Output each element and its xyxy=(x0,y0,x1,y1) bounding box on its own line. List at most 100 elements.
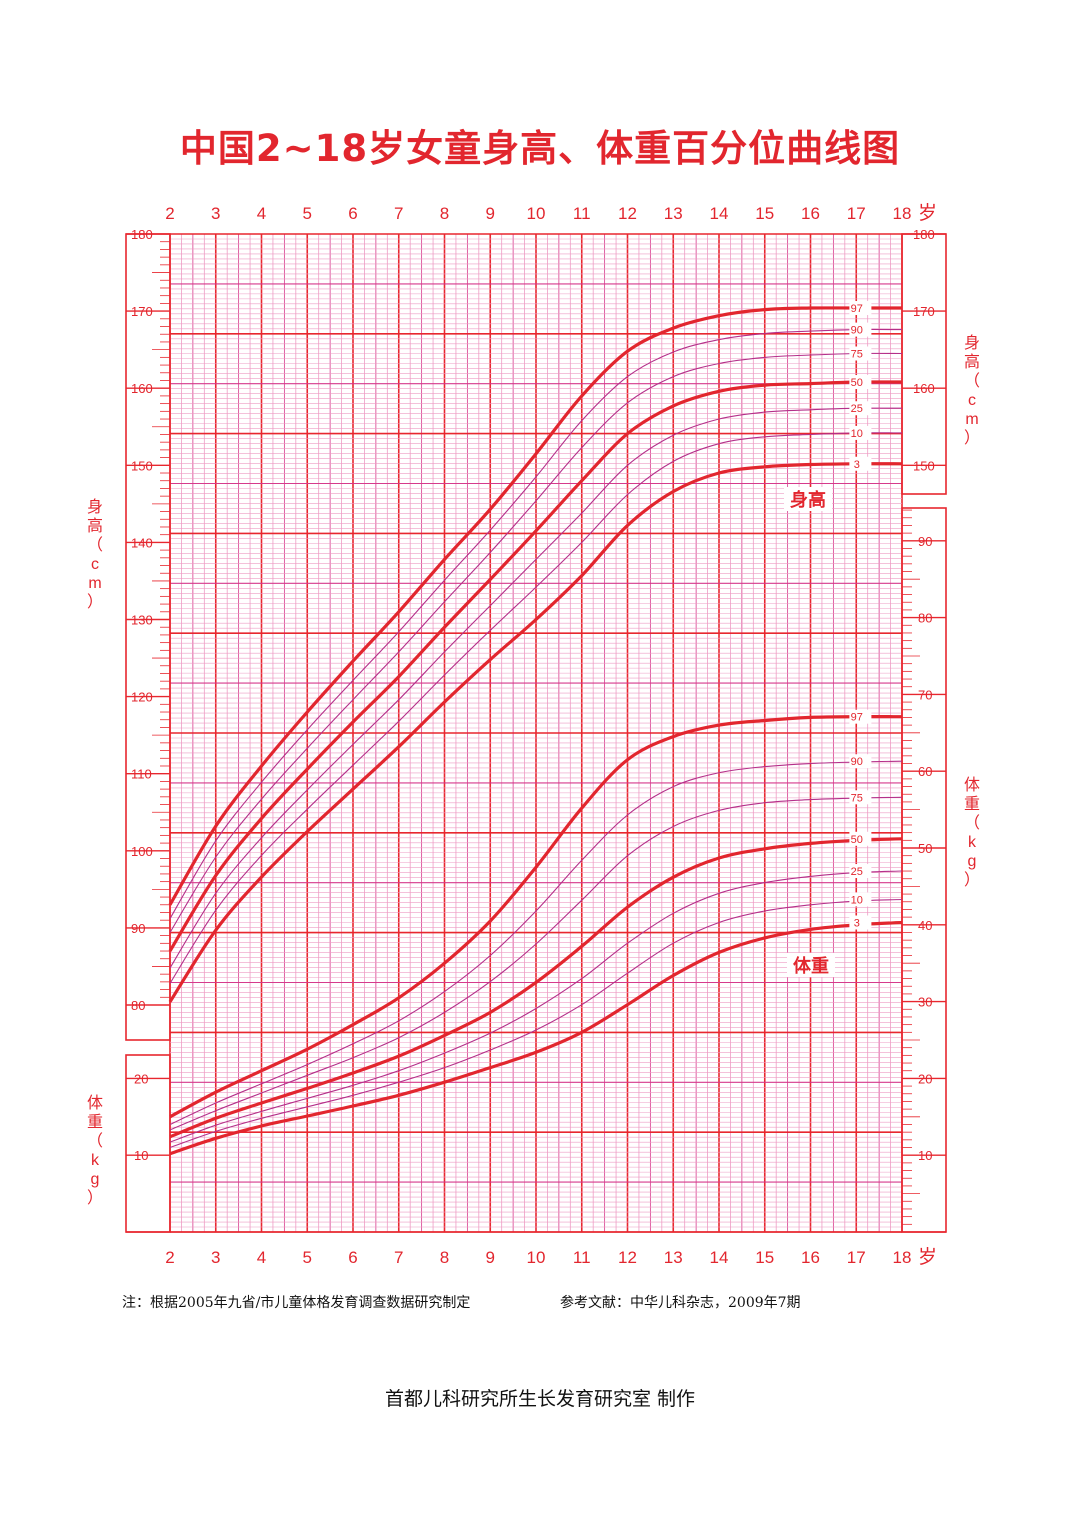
x-tick-label-bottom: 10 xyxy=(527,1248,546,1267)
weight-tick-label-left: 20 xyxy=(134,1071,148,1086)
x-tick-label-top: 15 xyxy=(755,204,774,223)
percentile-label-bg xyxy=(849,301,872,316)
percentile-label-bg xyxy=(849,864,872,879)
x-tick-label-bottom: 17 xyxy=(847,1248,866,1267)
x-tick-label-bottom: 5 xyxy=(303,1248,312,1267)
height-percentile-label: 10 xyxy=(851,428,863,440)
x-tick-label-top: 16 xyxy=(801,204,820,223)
percentile-label-bg xyxy=(849,790,872,805)
height-percentile-label: 25 xyxy=(851,403,863,415)
height-curve-p10 xyxy=(169,432,903,984)
x-tick-label-bottom: 18 xyxy=(893,1248,912,1267)
x-tick-label-bottom: 9 xyxy=(486,1248,495,1267)
x-tick-label-top: 13 xyxy=(664,204,683,223)
x-tick-label-bottom: 4 xyxy=(257,1248,266,1267)
right-height-box xyxy=(901,233,947,495)
page-title: 中国2~18岁女童身高、体重百分位曲线图 xyxy=(179,127,901,170)
x-tick-label-top: 10 xyxy=(527,204,546,223)
weight-percentile-label: 75 xyxy=(851,792,863,804)
x-tick-label-top: 9 xyxy=(486,204,495,223)
percentile-label-bg xyxy=(849,401,872,416)
height-curve-p90 xyxy=(169,328,903,919)
height-tick-label-left: 90 xyxy=(131,921,145,936)
x-tick-label-bottom: 2 xyxy=(165,1248,174,1267)
weight-curve-p75 xyxy=(169,796,903,1131)
x-tick-label-top: 3 xyxy=(211,204,220,223)
weight-axis-label-right: 体重（ k g） xyxy=(964,776,980,889)
height-tick-label-left: 160 xyxy=(131,381,153,396)
percentile-label-bg xyxy=(849,322,872,337)
height-percentile-label: 90 xyxy=(851,325,863,337)
weight-tick-label-right: 50 xyxy=(918,841,932,856)
weight-curve-label: 体重 xyxy=(793,955,829,976)
x-tick-label-bottom: 15 xyxy=(755,1248,774,1267)
weight-tick-label-right: 10 xyxy=(918,1148,932,1163)
weight-tick-label-right: 80 xyxy=(918,611,932,626)
percentile-label-bg xyxy=(849,915,872,930)
height-tick-label-right: 150 xyxy=(913,458,935,473)
weight-percentile-label: 10 xyxy=(851,894,863,906)
weight-axis-label-left: 体重（ k g） xyxy=(87,1094,103,1207)
left-height-box xyxy=(125,233,171,1041)
weight-curve-p50 xyxy=(169,837,903,1139)
weight-tick-label-right: 70 xyxy=(918,687,932,702)
x-tick-label-top: 2 xyxy=(165,204,174,223)
height-tick-label-left: 120 xyxy=(131,690,153,705)
x-tick-label-bottom: 7 xyxy=(394,1248,403,1267)
x-tick-label-bottom: 3 xyxy=(211,1248,220,1267)
height-tick-label-left: 170 xyxy=(131,304,153,319)
height-curve-p25 xyxy=(169,407,903,969)
height-tick-label-right: 180 xyxy=(913,227,935,242)
series-lines xyxy=(168,306,903,1156)
weight-curve-p90 xyxy=(169,760,903,1125)
weight-percentile-label: 90 xyxy=(851,756,863,768)
x-tick-label-top: 12 xyxy=(618,204,637,223)
weight-curve-p3 xyxy=(169,920,903,1156)
height-curve-p3 xyxy=(168,462,903,1003)
height-percentile-label: 75 xyxy=(851,349,863,361)
percentile-label-bg xyxy=(849,456,872,471)
percentile-label-bg xyxy=(849,754,872,769)
height-axis-label-right: 身高（ c m） xyxy=(964,334,980,447)
height-axis-label-left: 身高（ c m） xyxy=(87,498,103,611)
height-curve-p50 xyxy=(168,380,903,952)
height-curve-p75 xyxy=(169,352,903,933)
x-tick-label-top: 18 xyxy=(893,204,912,223)
percentile-label-bg xyxy=(849,346,872,361)
weight-percentile-label: 97 xyxy=(851,712,863,724)
height-percentile-label: 3 xyxy=(854,459,860,471)
percentile-label-bg xyxy=(849,709,872,724)
x-tick-label-bottom: 8 xyxy=(440,1248,449,1267)
height-tick-label-right: 170 xyxy=(913,304,935,319)
x-tick-label-top: 11 xyxy=(573,204,591,223)
weight-tick-label-left: 10 xyxy=(134,1148,148,1163)
x-tick-label-top: 5 xyxy=(303,204,312,223)
x-tick-label-bottom: 11 xyxy=(573,1248,591,1267)
height-tick-label-left: 180 xyxy=(131,227,153,242)
height-percentile-label: 50 xyxy=(851,377,863,389)
percentile-label-bg xyxy=(849,375,872,390)
x-unit-bottom: 岁 xyxy=(918,1246,937,1268)
weight-tick-label-right: 30 xyxy=(918,995,932,1010)
height-tick-label-left: 80 xyxy=(131,998,145,1013)
height-tick-label-left: 130 xyxy=(131,613,153,628)
tick-labels: 2 2 3 3 4 4 5 5 6 6 7 7 8 8 9 9 10 10 11 11 12 12 13 13 14 14 15 15… xyxy=(87,202,980,1268)
height-curve-label: 身高 xyxy=(790,489,826,510)
weight-tag-bg xyxy=(787,953,835,977)
grid xyxy=(169,233,903,1233)
x-tick-label-bottom: 13 xyxy=(664,1248,683,1267)
height-curve-p97 xyxy=(168,306,902,906)
x-tick-label-top: 4 xyxy=(257,204,266,223)
percentile-label-bg xyxy=(849,892,872,907)
height-percentile-label: 97 xyxy=(851,303,863,315)
weight-curve-p10 xyxy=(169,898,903,1149)
height-tick-label-left: 110 xyxy=(131,767,152,782)
weight-tick-label-right: 40 xyxy=(918,918,932,933)
x-tick-label-top: 8 xyxy=(440,204,449,223)
footer-credit: 首都儿科研究所生长发育研究室 制作 xyxy=(384,1388,696,1410)
height-tick-label-left: 100 xyxy=(131,844,153,859)
reference-note: 参考文献：中华儿科杂志，2009年7期 xyxy=(560,1295,801,1311)
x-tick-label-top: 17 xyxy=(847,204,866,223)
